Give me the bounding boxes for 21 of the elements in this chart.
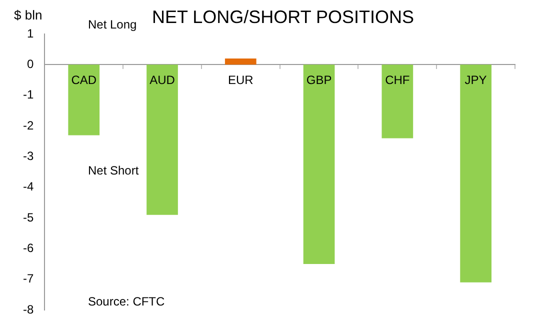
y-tick-label: -3 xyxy=(23,148,34,163)
annotation: Source: CFTC xyxy=(88,294,166,308)
y-tick-label: -2 xyxy=(23,118,34,132)
y-tick-label: -8 xyxy=(23,302,34,316)
y-tick-label: 0 xyxy=(26,56,34,71)
x-tick-label: CAD xyxy=(71,72,97,87)
chart-title: NET LONG/SHORT POSITIONS xyxy=(152,6,414,27)
x-tick-label: CHF xyxy=(385,72,410,87)
x-tick-label: AUD xyxy=(150,72,176,87)
text: Net Long xyxy=(88,17,137,32)
y-tick-label: -4 xyxy=(23,180,34,194)
x-tick-label: JPY xyxy=(464,72,487,87)
y-tick-label: -6 xyxy=(23,240,34,255)
annotation: Net Short xyxy=(88,163,140,178)
y-tick-label: -5 xyxy=(23,210,34,224)
y-axis-title: $ bln xyxy=(14,8,42,23)
y-tick-label: -7 xyxy=(23,272,34,286)
x-tick-label: GBP xyxy=(306,72,332,87)
y-tick-label: 1 xyxy=(26,26,34,40)
x-tick-label: EUR xyxy=(228,72,254,87)
y-tick-label: -1 xyxy=(23,88,34,102)
